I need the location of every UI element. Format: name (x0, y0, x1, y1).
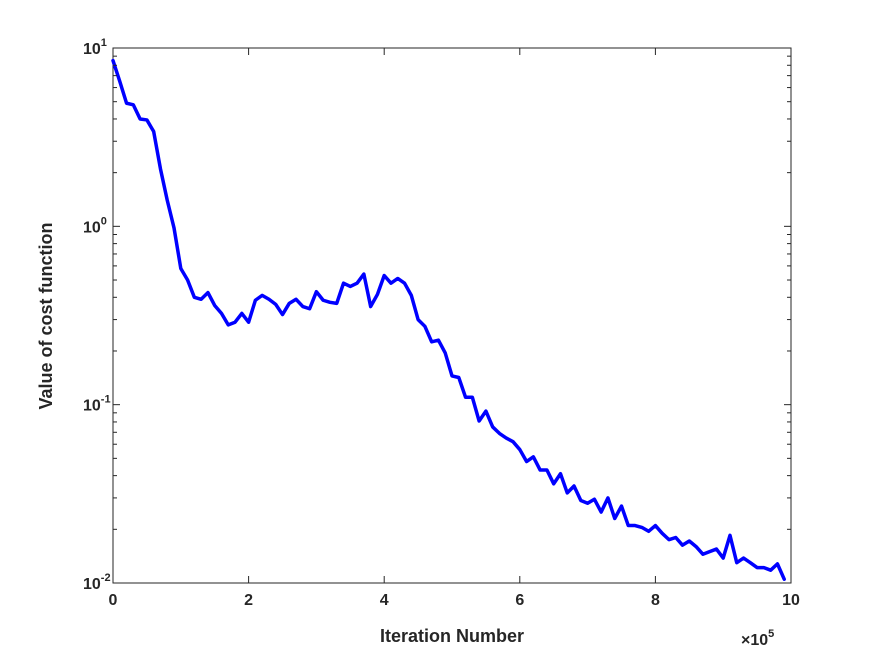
x-tick-label: 2 (244, 592, 253, 609)
y-tick-base: 10 (83, 398, 101, 415)
x-tick-label: 4 (380, 592, 389, 609)
x-tick-label: 0 (109, 592, 118, 609)
y-tick-exponent: 0 (101, 215, 107, 227)
x-axis-label: Iteration Number (380, 626, 524, 646)
y-tick-label: 100 (83, 215, 107, 236)
y-tick-base: 10 (83, 219, 101, 236)
plot-area (111, 47, 792, 584)
y-tick-exponent: 1 (101, 37, 107, 49)
axes-box (112, 47, 792, 584)
x-multiplier-exponent: 5 (768, 628, 774, 640)
y-tick-exponent: -2 (101, 572, 111, 584)
series-line (111, 58, 786, 581)
x-tick-label: 8 (651, 592, 660, 609)
x-axis-multiplier: ×105 (741, 628, 774, 649)
y-tick-base: 10 (83, 41, 101, 58)
y-tick-exponent: -1 (101, 394, 111, 406)
x-tick-label: 10 (782, 592, 800, 609)
y-axis-label: Value of cost function (36, 222, 56, 409)
x-tick-label: 6 (515, 592, 524, 609)
x-multiplier-base: ×10 (741, 632, 768, 649)
y-tick-label: 10-1 (83, 394, 111, 415)
y-tick-label: 101 (83, 37, 107, 58)
y-tick-label: 10-2 (83, 572, 111, 593)
ticks (112, 47, 792, 584)
y-tick-base: 10 (83, 576, 101, 593)
